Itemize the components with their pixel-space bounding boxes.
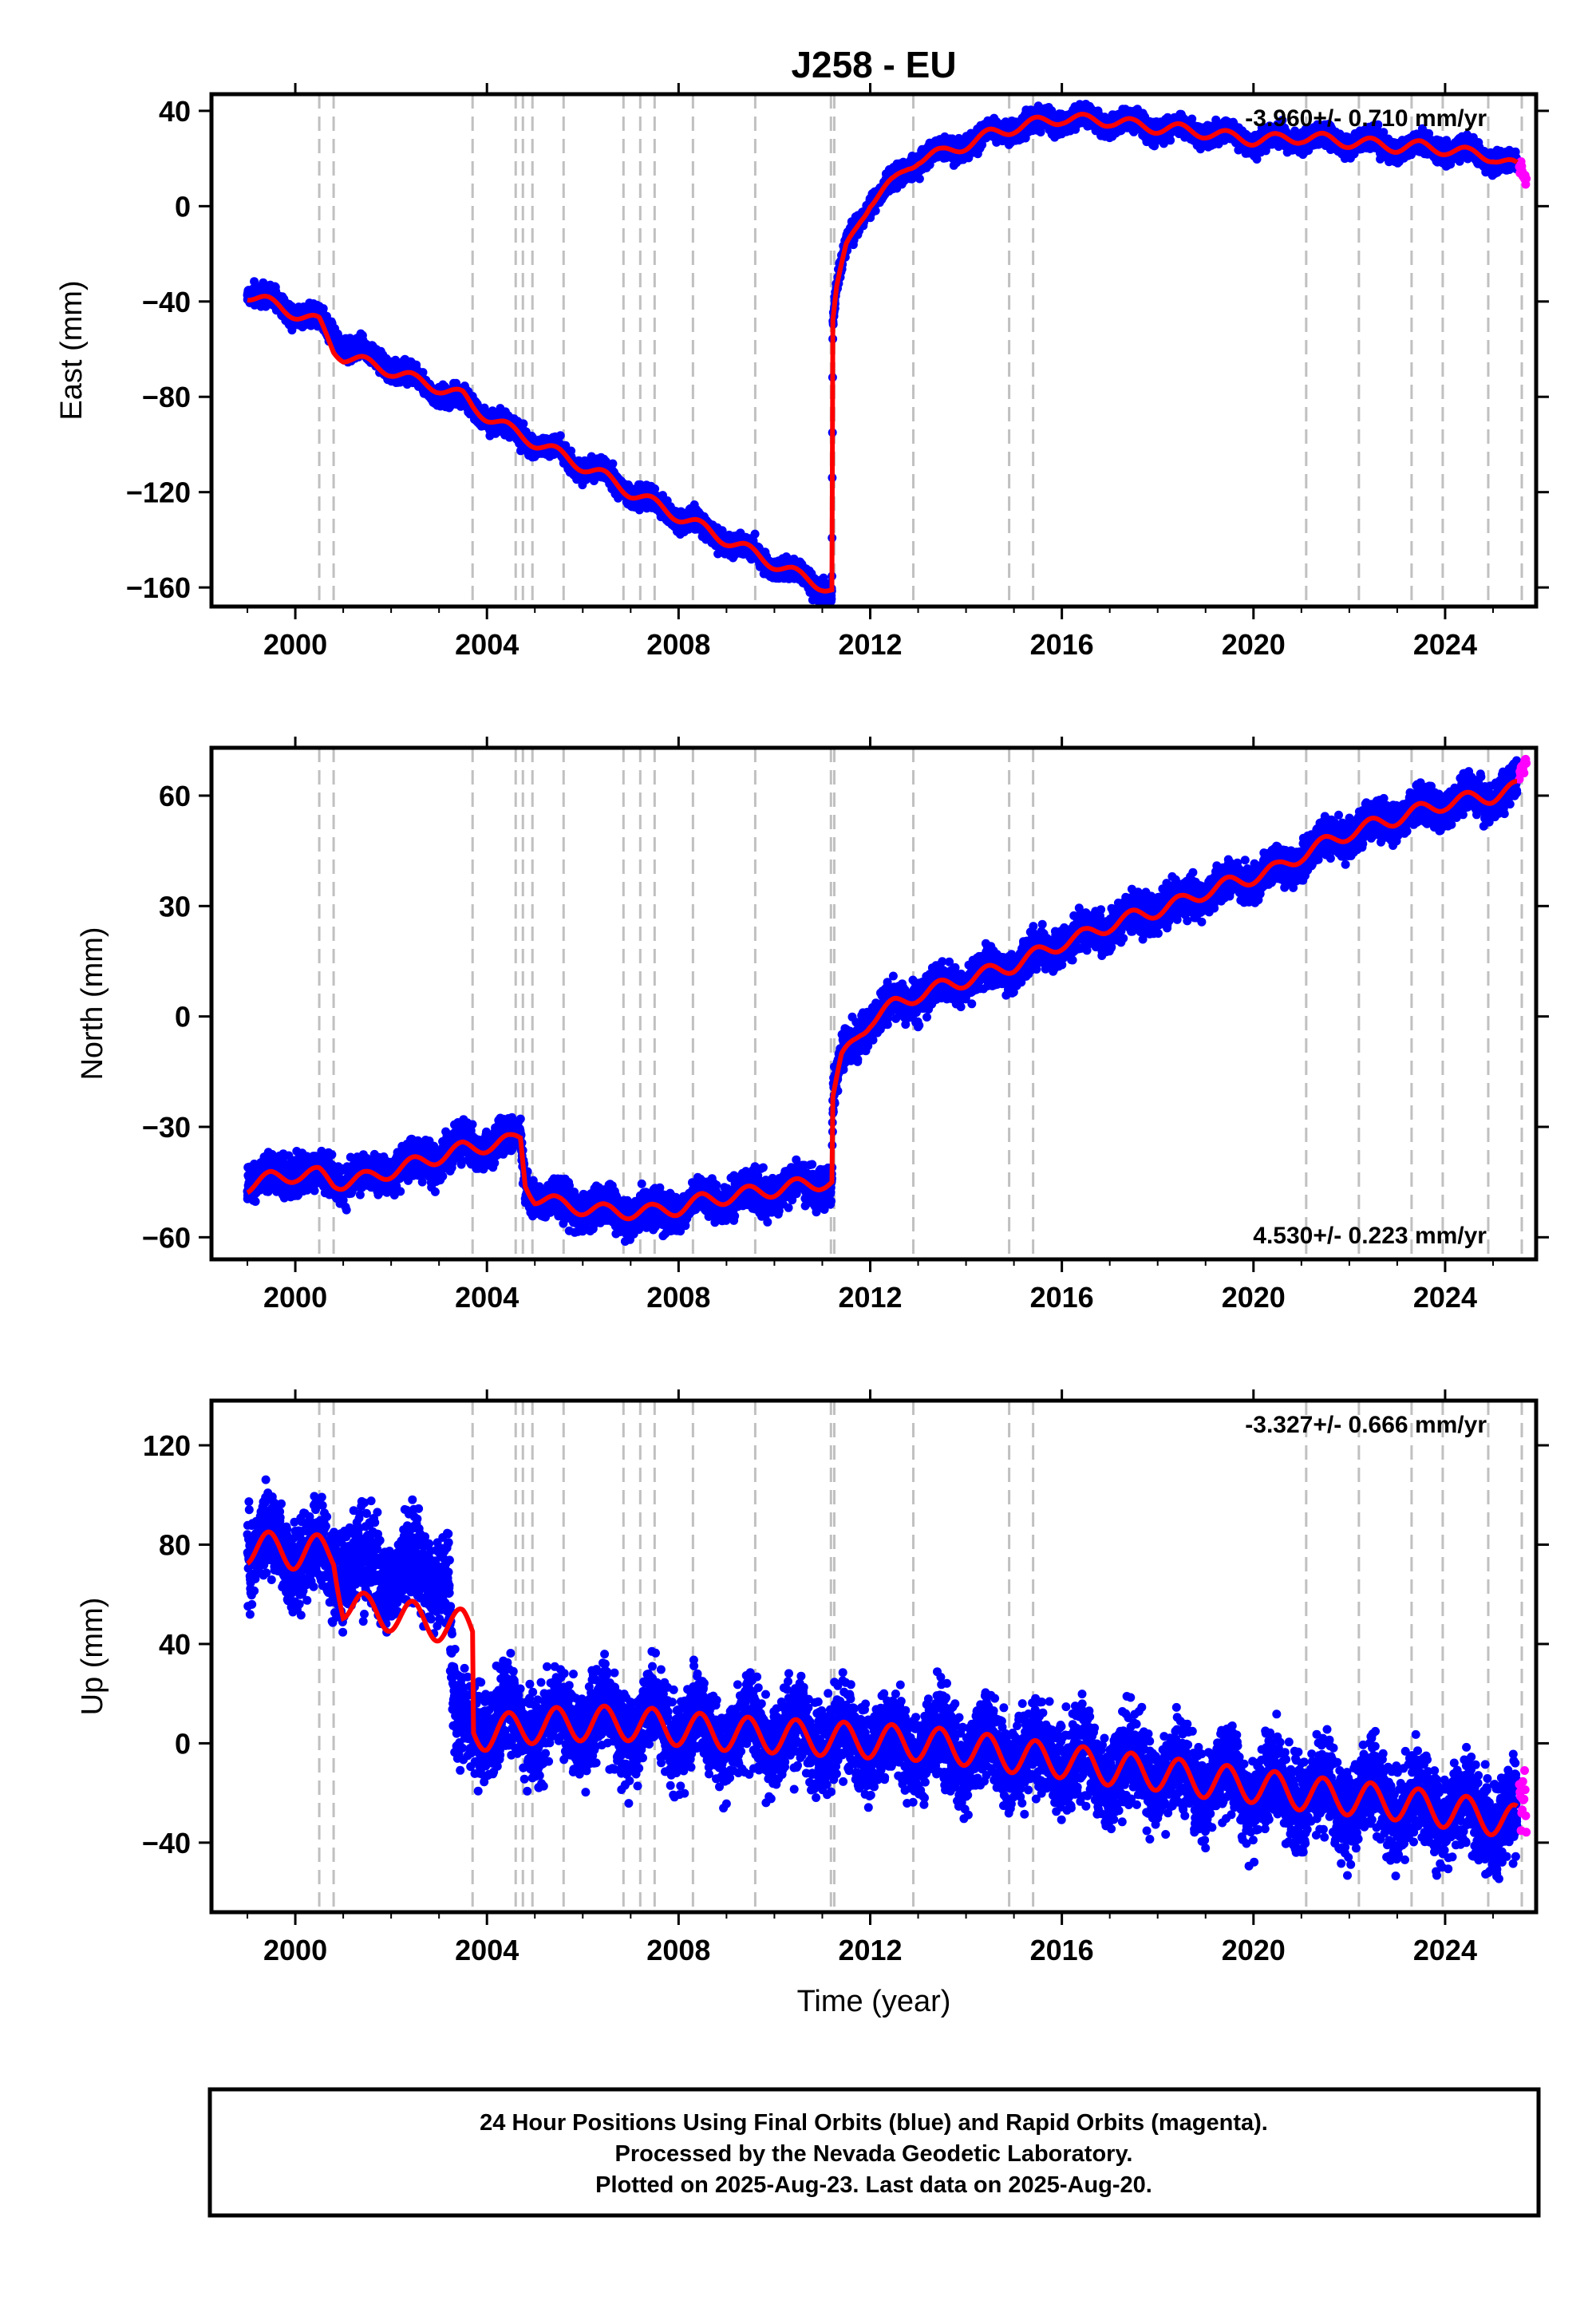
data-point xyxy=(418,368,428,377)
data-point xyxy=(915,174,924,184)
data-point xyxy=(318,304,328,314)
data-point xyxy=(650,484,660,493)
data-point xyxy=(608,459,618,468)
plot-area xyxy=(243,94,1531,607)
data-point xyxy=(750,529,760,539)
east-panel: 2000 2004 2008 2012 2016 2020 2024−160−120−80−… xyxy=(55,83,1549,661)
final-orbit-series xyxy=(243,100,1522,607)
data-point xyxy=(827,595,836,603)
data-point xyxy=(519,419,528,429)
data-point xyxy=(555,431,565,441)
figure-title: J258 - EU xyxy=(791,44,956,85)
